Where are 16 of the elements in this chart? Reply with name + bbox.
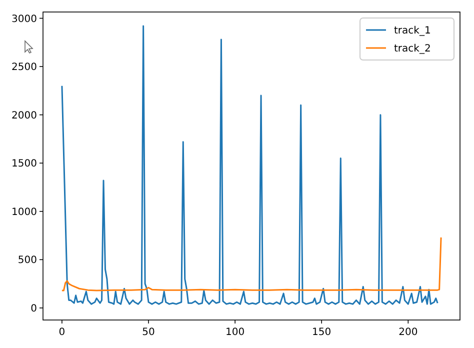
line-series bbox=[61, 25, 438, 305]
y-tick-label: 1000 bbox=[12, 206, 37, 218]
line-series bbox=[61, 236, 442, 292]
y-tick-label: 0 bbox=[30, 303, 37, 314]
x-tick-label: 50 bbox=[142, 327, 155, 338]
y-tick-label: 3000 bbox=[12, 14, 37, 25]
x-tick-label: 100 bbox=[226, 327, 245, 338]
y-tick-label: 2000 bbox=[12, 110, 37, 122]
x-tick-label: 0 bbox=[58, 327, 66, 338]
x-tick-label: 150 bbox=[312, 327, 332, 338]
y-tick-label: 2500 bbox=[12, 62, 37, 74]
y-tick-label: 1500 bbox=[12, 158, 37, 170]
x-tick-label: 200 bbox=[398, 327, 418, 338]
y-tick-label: 500 bbox=[18, 255, 37, 266]
legend-label: track_1 bbox=[394, 26, 431, 36]
legend-label: track_2 bbox=[394, 44, 431, 54]
